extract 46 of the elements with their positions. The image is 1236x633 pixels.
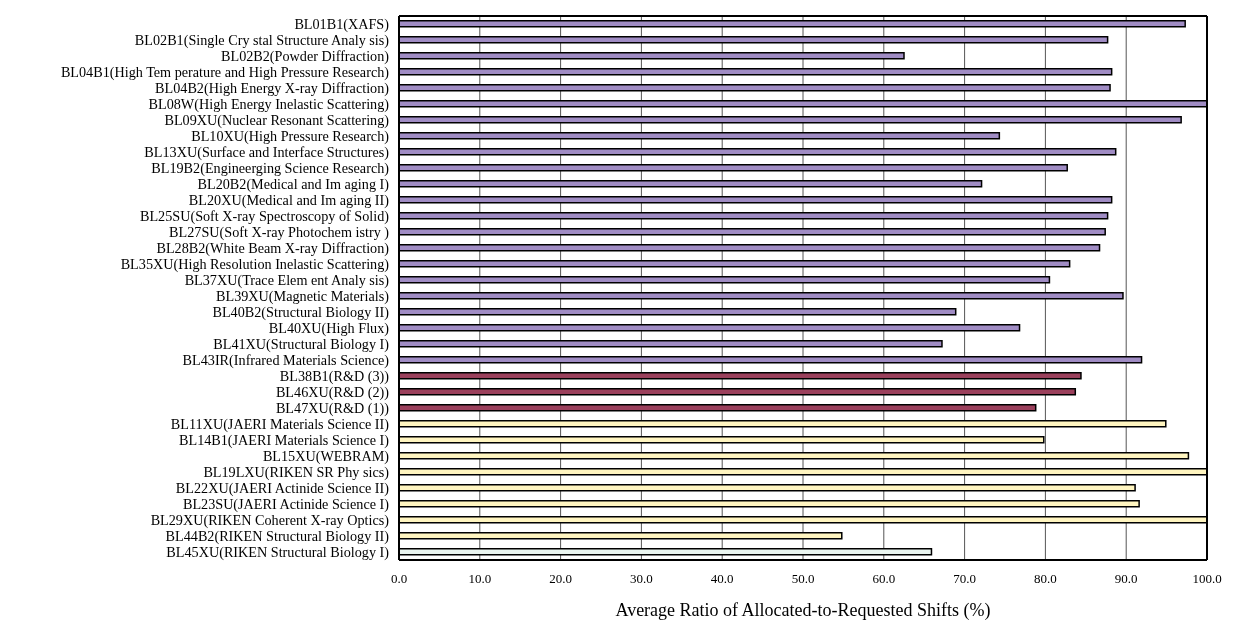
x-tick-label: 60.0 — [872, 571, 896, 587]
x-tick-label: 80.0 — [1034, 571, 1057, 587]
y-tick-label: BL46XU(R&D (2)) — [275, 384, 390, 402]
y-tick-label: BL27SU(Soft X-ray Photochem istry ) — [169, 224, 390, 242]
y-tick-label: BL08W(High Energy Inelastic Scattering) — [148, 96, 390, 114]
y-tick-label: BL47XU(R&D (1)) — [275, 400, 390, 418]
x-axis-title: Average Ratio of Allocated-to-Requested Shifts (%) — [615, 600, 991, 621]
y-tick-label: BL01B1(XAFS) — [294, 16, 390, 34]
y-tick-label: BL28B2(White Beam X-ray Diffraction) — [156, 240, 390, 258]
x-tick-label: 90.0 — [1114, 571, 1138, 587]
x-tick-label: 0.0 — [390, 571, 408, 587]
y-tick-label: BL13XU(Surface and Interface Structures) — [144, 144, 390, 162]
y-tick-label: BL40B2(Structural Biology II) — [212, 304, 390, 322]
y-tick-label: BL20XU(Medical and Im aging II) — [188, 192, 390, 210]
y-tick-label: BL04B2(High Energy X-ray Diffraction) — [155, 80, 390, 98]
y-tick-label: BL45XU(RIKEN Structural Biology I) — [166, 544, 390, 562]
y-tick-label: BL38B1(R&D (3)) — [279, 368, 390, 386]
x-tick-label: 20.0 — [549, 571, 572, 587]
y-tick-label: BL23SU(JAERI Actinide Science I) — [182, 496, 390, 514]
x-tick-label: 30.0 — [630, 571, 653, 587]
x-tick-label: 100.0 — [1192, 571, 1222, 587]
y-tick-label: BL02B2(Powder Diffraction) — [221, 48, 390, 66]
y-tick-label: BL10XU(High Pressure Research) — [191, 128, 390, 146]
y-tick-label: BL09XU(Nuclear Resonant Scattering) — [164, 112, 390, 130]
y-tick-label: BL19LXU(RIKEN SR Phy sics) — [203, 464, 390, 482]
y-tick-label: BL25SU(Soft X-ray Spectroscopy of Solid) — [139, 208, 390, 226]
x-tick-label: 40.0 — [710, 571, 734, 587]
y-tick-label: BL14B1(JAERI Materials Science I) — [179, 432, 390, 450]
y-tick-label: BL15XU(WEBRAM) — [262, 448, 390, 466]
y-tick-label: BL19B2(Engineerging Science Research) — [151, 160, 390, 178]
y-tick-label: BL44B2(RIKEN Structural Biology II) — [165, 528, 390, 546]
x-tick-label: 10.0 — [468, 571, 492, 587]
y-tick-label: BL43IR(Infrared Materials Science) — [182, 352, 390, 370]
y-tick-label: BL39XU(Magnetic Materials) — [216, 288, 390, 306]
y-tick-label: BL20B2(Medical and Im aging I) — [197, 176, 390, 194]
y-tick-label: BL41XU(Structural Biology I) — [213, 336, 390, 354]
x-tick-label: 50.0 — [791, 571, 815, 587]
y-tick-label: BL11XU(JAERI Materials Science II) — [170, 416, 390, 434]
y-tick-label: BL22XU(JAERI Actinide Science II) — [175, 480, 390, 498]
y-tick-label: BL29XU(RIKEN Coherent X-ray Optics) — [150, 512, 390, 530]
y-tick-label: BL37XU(Trace Elem ent Analy sis) — [184, 272, 390, 290]
y-tick-label: BL04B1(High Tem perature and High Pressure Research) — [60, 64, 390, 82]
y-tick-label: BL40XU(High Flux) — [268, 320, 390, 338]
x-tick-label: 70.0 — [953, 571, 976, 587]
y-tick-label: BL35XU(High Resolution Inelastic Scattering) — [120, 256, 390, 274]
y-tick-label: BL02B1(Single Cry stal Structure Analy sis) — [134, 32, 390, 50]
